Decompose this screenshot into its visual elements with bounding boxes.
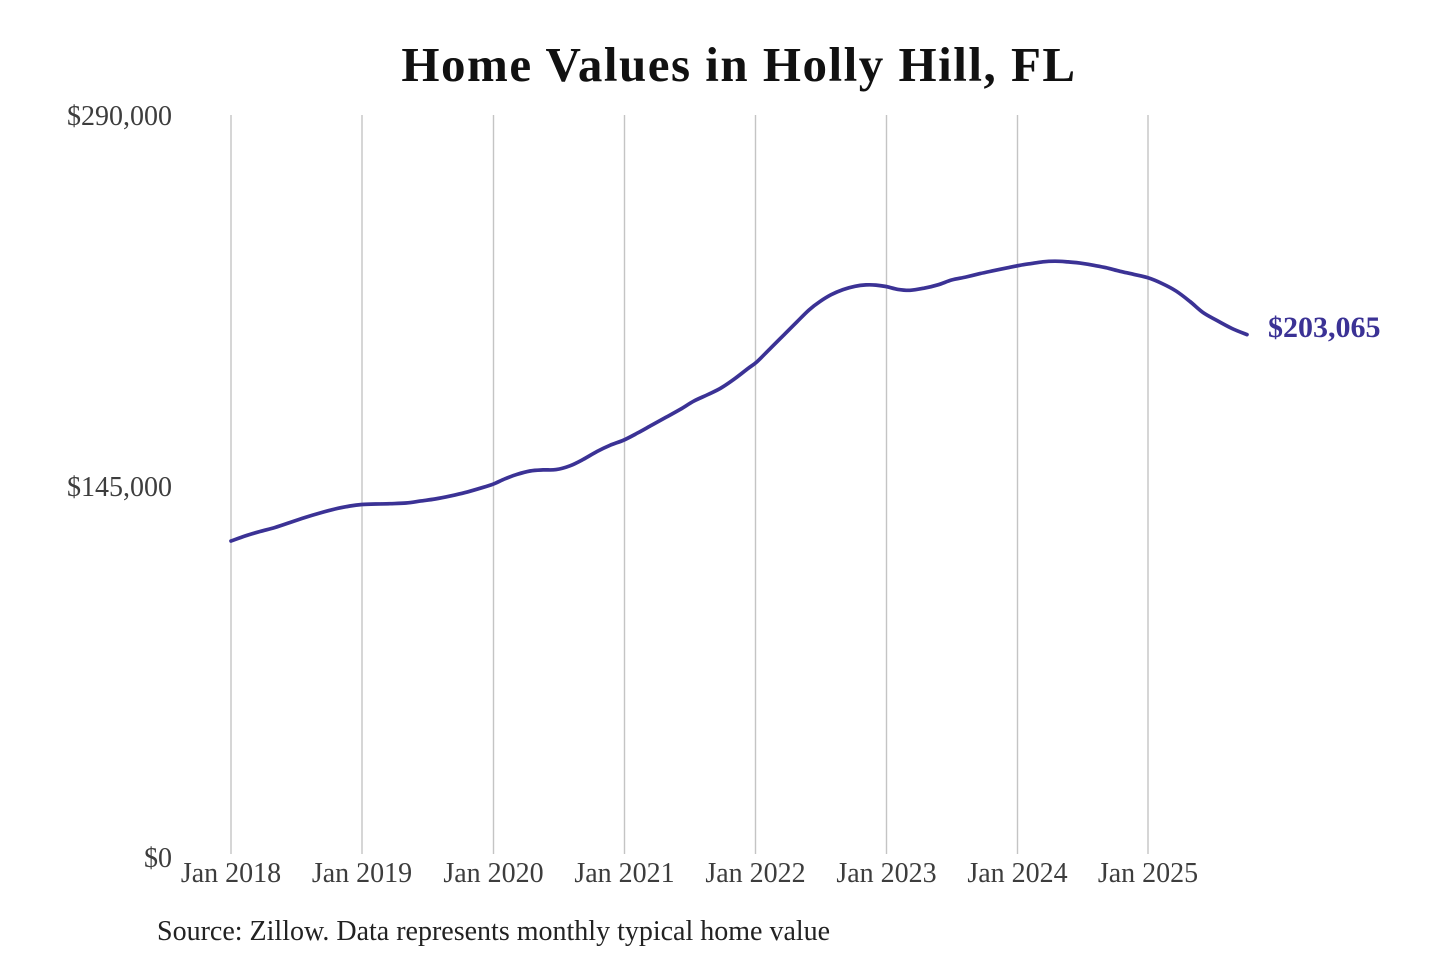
svg-text:Jan 2024: Jan 2024 (967, 858, 1067, 889)
svg-text:Jan 2021: Jan 2021 (574, 858, 674, 889)
svg-text:Jan 2022: Jan 2022 (705, 858, 805, 889)
svg-text:Jan 2019: Jan 2019 (312, 858, 412, 889)
svg-text:Jan 2020: Jan 2020 (443, 858, 543, 889)
svg-text:$145,000: $145,000 (67, 472, 172, 503)
svg-text:$290,000: $290,000 (67, 101, 172, 132)
svg-text:$203,065: $203,065 (1268, 311, 1381, 344)
svg-text:Home Values in Holly Hill, FL: Home Values in Holly Hill, FL (401, 37, 1076, 92)
svg-text:Jan 2025: Jan 2025 (1098, 858, 1198, 889)
svg-text:Jan 2023: Jan 2023 (836, 858, 936, 889)
svg-text:$0: $0 (144, 843, 172, 874)
svg-text:Jan 2018: Jan 2018 (181, 858, 281, 889)
svg-text:Source: Zillow. Data represent: Source: Zillow. Data represents monthly … (157, 916, 830, 947)
